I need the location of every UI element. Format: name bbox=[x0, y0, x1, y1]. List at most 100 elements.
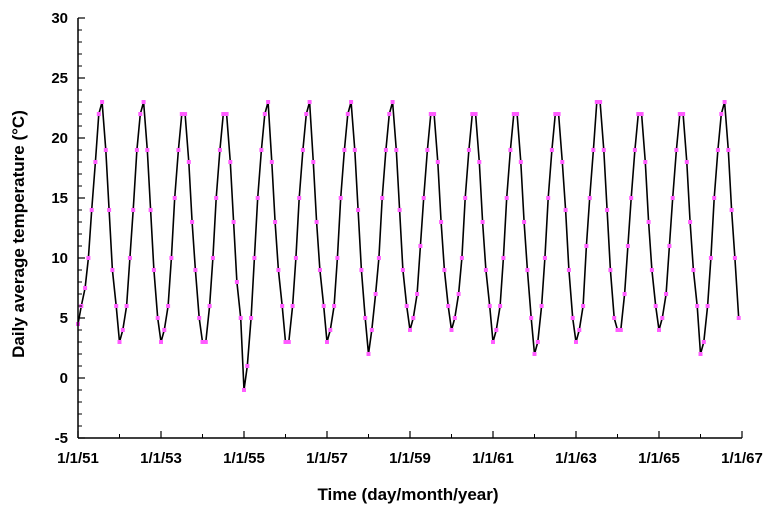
data-point bbox=[210, 256, 215, 260]
data-point bbox=[124, 304, 129, 308]
data-point bbox=[598, 100, 603, 104]
data-point bbox=[415, 292, 420, 296]
data-point bbox=[715, 148, 720, 152]
data-point bbox=[376, 256, 381, 260]
data-point bbox=[159, 340, 163, 344]
data-point bbox=[442, 268, 447, 272]
y-axis-ticks: -5 0 5 10 15 20 25 30 bbox=[51, 10, 85, 447]
data-point bbox=[193, 268, 198, 272]
x-tick-label: 1/1/65 bbox=[638, 450, 680, 467]
data-point bbox=[114, 304, 119, 308]
data-point bbox=[197, 316, 202, 320]
y-tick-label: 0 bbox=[60, 370, 68, 387]
x-tick-label: 1/1/63 bbox=[555, 450, 597, 467]
data-point bbox=[311, 160, 316, 164]
data-point bbox=[435, 160, 440, 164]
x-tick-label: 1/1/67 bbox=[721, 450, 763, 467]
data-point bbox=[459, 256, 464, 260]
data-point bbox=[245, 364, 250, 368]
data-point bbox=[605, 208, 610, 212]
data-point bbox=[249, 316, 254, 320]
x-axis-ticks: 1/1/51 1/1/53 1/1/55 1/1/57 1/1/59 1/1/61 1/1/… bbox=[57, 431, 763, 467]
y-tick-label: -5 bbox=[55, 430, 68, 447]
data-point bbox=[466, 148, 471, 152]
data-point bbox=[729, 208, 734, 212]
data-point bbox=[400, 268, 405, 272]
data-point bbox=[172, 196, 177, 200]
data-point bbox=[276, 268, 281, 272]
data-point bbox=[269, 160, 274, 164]
data-point bbox=[224, 112, 229, 116]
data-point bbox=[290, 304, 295, 308]
data-point bbox=[660, 316, 665, 320]
data-point bbox=[390, 100, 395, 104]
data-point bbox=[511, 112, 516, 116]
data-point bbox=[411, 316, 416, 320]
data-point bbox=[584, 244, 589, 248]
data-point bbox=[120, 328, 125, 332]
data-point bbox=[335, 256, 340, 260]
plot-area bbox=[76, 100, 741, 392]
data-point bbox=[273, 220, 278, 224]
data-point bbox=[470, 112, 475, 116]
data-point bbox=[667, 244, 672, 248]
data-point bbox=[632, 148, 637, 152]
data-point bbox=[670, 196, 675, 200]
data-point bbox=[629, 196, 634, 200]
data-point bbox=[217, 148, 222, 152]
data-point bbox=[719, 112, 724, 116]
data-point bbox=[141, 100, 146, 104]
series-line bbox=[77, 101, 740, 391]
data-point bbox=[574, 340, 578, 344]
x-tick-label: 1/1/57 bbox=[306, 450, 348, 467]
data-point bbox=[283, 340, 288, 344]
data-point bbox=[553, 112, 558, 116]
data-point bbox=[304, 112, 309, 116]
data-point bbox=[622, 292, 627, 296]
data-point bbox=[491, 340, 495, 344]
data-point bbox=[587, 196, 592, 200]
data-point bbox=[473, 112, 478, 116]
data-point bbox=[636, 112, 641, 116]
data-point bbox=[477, 160, 482, 164]
data-point bbox=[705, 304, 710, 308]
data-point bbox=[234, 280, 239, 284]
data-point bbox=[556, 112, 561, 116]
data-point bbox=[643, 160, 648, 164]
data-point bbox=[695, 304, 700, 308]
data-point bbox=[404, 304, 409, 308]
data-point bbox=[162, 328, 167, 332]
data-point bbox=[369, 328, 374, 332]
data-point bbox=[722, 100, 727, 104]
data-point bbox=[325, 340, 329, 344]
data-point bbox=[83, 286, 88, 290]
data-point bbox=[726, 148, 731, 152]
data-point bbox=[280, 304, 285, 308]
data-point bbox=[657, 328, 661, 332]
data-point bbox=[408, 328, 412, 332]
data-point bbox=[387, 112, 392, 116]
data-point bbox=[286, 340, 291, 344]
data-point bbox=[625, 244, 630, 248]
data-point bbox=[127, 256, 132, 260]
data-point bbox=[615, 328, 620, 332]
data-point bbox=[591, 148, 596, 152]
data-point bbox=[701, 340, 706, 344]
data-point bbox=[480, 220, 485, 224]
data-point bbox=[262, 112, 267, 116]
data-point bbox=[380, 196, 385, 200]
data-point bbox=[560, 160, 565, 164]
data-point bbox=[594, 100, 599, 104]
data-point bbox=[186, 160, 191, 164]
data-point bbox=[338, 196, 343, 200]
data-point bbox=[664, 292, 669, 296]
data-point bbox=[712, 196, 717, 200]
data-point bbox=[117, 340, 122, 344]
data-point bbox=[255, 196, 260, 200]
data-point bbox=[203, 340, 208, 344]
data-point bbox=[397, 208, 402, 212]
data-point bbox=[176, 148, 181, 152]
data-point bbox=[166, 304, 171, 308]
y-tick-label: 15 bbox=[51, 190, 68, 207]
data-point bbox=[432, 112, 437, 116]
